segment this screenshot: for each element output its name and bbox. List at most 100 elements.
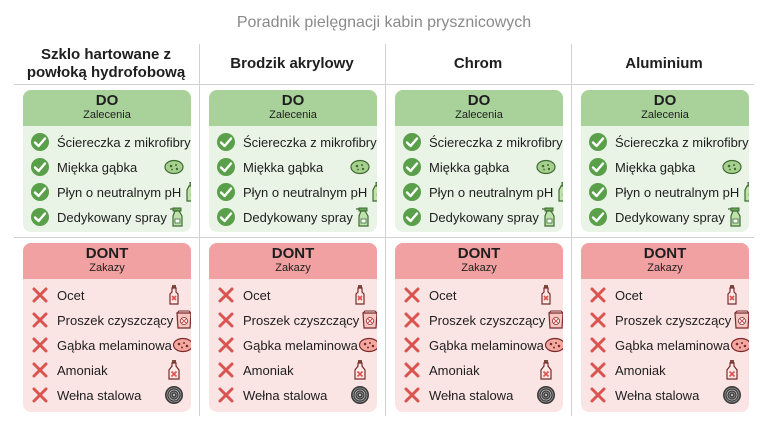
- list-item-label: Proszek czyszczący: [429, 312, 546, 328]
- list-item: Proszek czyszczący: [29, 309, 191, 331]
- list-item: Proszek czyszczący: [401, 309, 563, 331]
- column-divider: [571, 44, 572, 416]
- do-card-header: DO Zalecenia: [395, 90, 563, 126]
- cross-icon: [29, 334, 51, 356]
- list-item-label: Dedykowany spray: [243, 209, 353, 225]
- list-item-label: Amoniak: [429, 362, 480, 378]
- do-card-subtitle: Zalecenia: [641, 109, 689, 121]
- do-card-title: DO: [653, 92, 677, 109]
- list-item: Ściereczka z mikrofibry: [29, 131, 191, 153]
- column-divider: [385, 44, 386, 416]
- check-icon: [29, 131, 51, 153]
- list-item: Ocet: [215, 284, 371, 306]
- cross-icon: [215, 284, 237, 306]
- check-icon: [29, 206, 51, 228]
- dont-card-subtitle: Zakazy: [461, 262, 497, 274]
- dont-card-header: DONT Zakazy: [581, 243, 749, 279]
- list-item-label: Miękka gąbka: [429, 159, 510, 175]
- cross-icon: [29, 384, 51, 406]
- column-divider: [199, 44, 200, 416]
- ammonia-bottle-icon: [721, 359, 743, 381]
- list-item-label: Amoniak: [243, 362, 294, 378]
- dont-card-header: DONT Zakazy: [395, 243, 563, 279]
- list-item: Amoniak: [587, 359, 743, 381]
- melamine-sponge-icon: [730, 334, 749, 356]
- list-item-label: Wełna stalowa: [243, 387, 328, 403]
- list-item: Ocet: [587, 284, 743, 306]
- list-item-label: Wełna stalowa: [57, 387, 142, 403]
- list-item-label: Ściereczka z mikrofibry: [243, 134, 377, 150]
- check-icon: [401, 156, 423, 178]
- list-item: Miękka gąbka: [215, 156, 371, 178]
- cross-icon: [587, 334, 609, 356]
- check-icon: [587, 206, 609, 228]
- list-item-label: Ocet: [615, 287, 643, 303]
- column-heading: Szklo hartowane z powłoką hydrofobową: [26, 46, 186, 81]
- cross-icon: [587, 384, 609, 406]
- list-item-label: Gąbka melaminowa: [243, 337, 358, 353]
- list-item: Płyn o neutralnym pH: [29, 181, 191, 203]
- powder-bag-icon: [359, 309, 377, 331]
- dont-card-header: DONT Zakazy: [23, 243, 191, 279]
- page-title: Poradnik pielęgnacji kabin prysznicowych: [236, 14, 532, 31]
- dont-card-title: DONT: [271, 245, 315, 262]
- list-item: Amoniak: [215, 359, 371, 381]
- cross-icon: [587, 309, 609, 331]
- cross-icon: [401, 309, 423, 331]
- sponge-icon: [163, 156, 185, 178]
- cross-icon: [215, 334, 237, 356]
- do-card-header: DO Zalecenia: [209, 90, 377, 126]
- spray-bottle-icon: [539, 206, 561, 228]
- sponge-icon: [535, 156, 557, 178]
- check-icon: [215, 131, 237, 153]
- spray-bottle-icon: [167, 206, 189, 228]
- list-item: Ściereczka z mikrofibry: [587, 131, 749, 153]
- list-item-label: Ocet: [429, 287, 457, 303]
- list-item-label: Miękka gąbka: [243, 159, 324, 175]
- list-item: Gąbka melaminowa: [401, 334, 563, 356]
- column-heading: Chrom: [453, 55, 503, 72]
- list-item: Gąbka melaminowa: [587, 334, 749, 356]
- ammonia-bottle-icon: [163, 359, 185, 381]
- check-icon: [29, 181, 51, 203]
- row-divider: [14, 84, 754, 85]
- do-card-header: DO Zalecenia: [23, 90, 191, 126]
- list-item: Miękka gąbka: [401, 156, 557, 178]
- list-item: Proszek czyszczący: [587, 309, 749, 331]
- list-item: Miękka gąbka: [587, 156, 743, 178]
- sponge-icon: [721, 156, 743, 178]
- list-item-label: Dedykowany spray: [57, 209, 167, 225]
- list-item: Ocet: [401, 284, 557, 306]
- row-divider: [14, 237, 754, 238]
- list-item: Ocet: [29, 284, 185, 306]
- check-icon: [215, 206, 237, 228]
- list-item-label: Ocet: [57, 287, 85, 303]
- steel-wool-icon: [721, 384, 743, 406]
- dont-card-header: DONT Zakazy: [209, 243, 377, 279]
- list-item-label: Dedykowany spray: [429, 209, 539, 225]
- list-item: Miękka gąbka: [29, 156, 185, 178]
- list-item: Dedykowany spray: [587, 206, 743, 228]
- cross-icon: [401, 384, 423, 406]
- dont-card-title: DONT: [457, 245, 501, 262]
- check-icon: [587, 156, 609, 178]
- vinegar-bottle-icon: [721, 284, 743, 306]
- vinegar-bottle-icon: [349, 284, 371, 306]
- check-icon: [29, 156, 51, 178]
- list-item: Dedykowany spray: [215, 206, 371, 228]
- dont-card: DONT Zakazy Ocet Proszek czyszczący Gąbka me…: [395, 243, 563, 412]
- sponge-icon: [349, 156, 371, 178]
- dont-card: DONT Zakazy Ocet Proszek czyszczący Gąbka me…: [581, 243, 749, 412]
- dont-card-title: DONT: [643, 245, 687, 262]
- list-item: Dedykowany spray: [401, 206, 557, 228]
- check-icon: [401, 206, 423, 228]
- list-item: Ściereczka z mikrofibry: [215, 131, 377, 153]
- bottle-icon: [739, 181, 749, 203]
- cross-icon: [401, 359, 423, 381]
- list-item-label: Ściereczka z mikrofibry: [615, 134, 749, 150]
- cross-icon: [587, 359, 609, 381]
- cross-icon: [215, 384, 237, 406]
- list-item: Gąbka melaminowa: [29, 334, 191, 356]
- powder-bag-icon: [545, 309, 563, 331]
- do-card: DO Zalecenia Ściereczka z mikrofibry Miękka…: [581, 90, 749, 232]
